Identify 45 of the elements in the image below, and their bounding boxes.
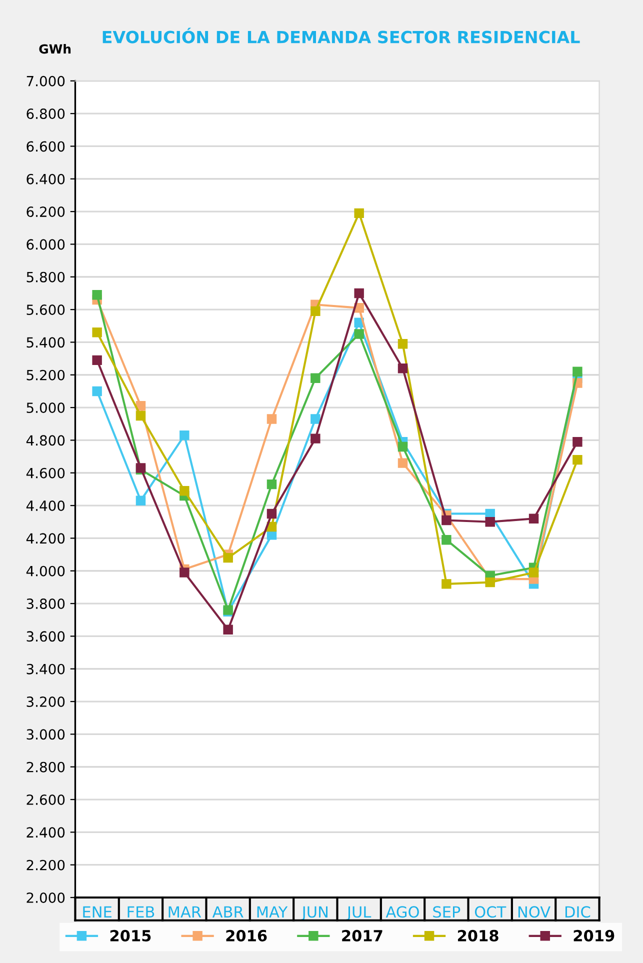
y-tick-label: 3.400 bbox=[26, 664, 65, 674]
y-tick-label: 4.200 bbox=[26, 533, 65, 544]
y-tick-label: 5.200 bbox=[26, 370, 65, 380]
y-tick-label: 6.600 bbox=[26, 141, 65, 152]
x-tick-label: NOV bbox=[518, 906, 550, 918]
legend-label: 2018 bbox=[458, 930, 498, 942]
y-tick-label: 5.400 bbox=[26, 337, 65, 348]
x-tick-label: JUL bbox=[346, 906, 372, 921]
legend-label: 2019 bbox=[574, 930, 614, 942]
chart-title: EVOLUCIÓN DE LA DEMANDA SECTOR RESIDENCIAL bbox=[102, 28, 580, 44]
y-tick-label: 3.200 bbox=[26, 696, 65, 707]
y-tick-label: 4.400 bbox=[26, 500, 65, 512]
y-tick-label: 2.400 bbox=[26, 827, 65, 838]
legend-label: 2017 bbox=[342, 930, 382, 942]
y-tick-label: 2.600 bbox=[26, 794, 65, 805]
x-tick-label: ENE bbox=[83, 906, 112, 918]
x-tick-label: DIC bbox=[565, 906, 590, 918]
y-tick-label: 2.800 bbox=[26, 762, 65, 772]
x-tick-label: OCT bbox=[474, 906, 506, 918]
y-tick-label: 5.800 bbox=[26, 272, 65, 282]
y-tick-label: 6.800 bbox=[26, 108, 65, 120]
y-tick-label: 2.000 bbox=[26, 892, 65, 903]
y-tick-label: 2.200 bbox=[26, 860, 65, 870]
y-tick-label: 4.000 bbox=[26, 566, 65, 576]
x-tick-label: AGO bbox=[386, 906, 419, 918]
y-tick-label: 6.200 bbox=[26, 206, 65, 218]
x-tick-label: ABR bbox=[212, 906, 244, 918]
x-tick-label: FEB bbox=[128, 906, 154, 918]
y-tick-label: 7.000 bbox=[26, 76, 65, 86]
y-tick-label: 5.000 bbox=[26, 402, 65, 414]
y-axis-title: GWh bbox=[39, 44, 71, 54]
y-tick-label: 5.600 bbox=[26, 304, 65, 316]
x-tick-label: SEP bbox=[433, 906, 460, 918]
y-tick-label: 4.600 bbox=[26, 468, 65, 478]
y-tick-label: 3.800 bbox=[26, 598, 65, 610]
y-tick-label: 3.000 bbox=[26, 729, 65, 740]
x-tick-label: MAR bbox=[168, 906, 202, 918]
legend-label: 2016 bbox=[226, 930, 267, 942]
y-tick-label: 6.000 bbox=[26, 239, 65, 250]
y-tick-label: 4.800 bbox=[26, 435, 65, 446]
x-tick-label: JUN bbox=[301, 906, 328, 921]
y-tick-label: 6.400 bbox=[26, 174, 65, 184]
legend-label: 2015 bbox=[110, 930, 151, 942]
x-tick-label: MAY bbox=[257, 906, 288, 918]
y-tick-label: 3.600 bbox=[26, 631, 65, 642]
